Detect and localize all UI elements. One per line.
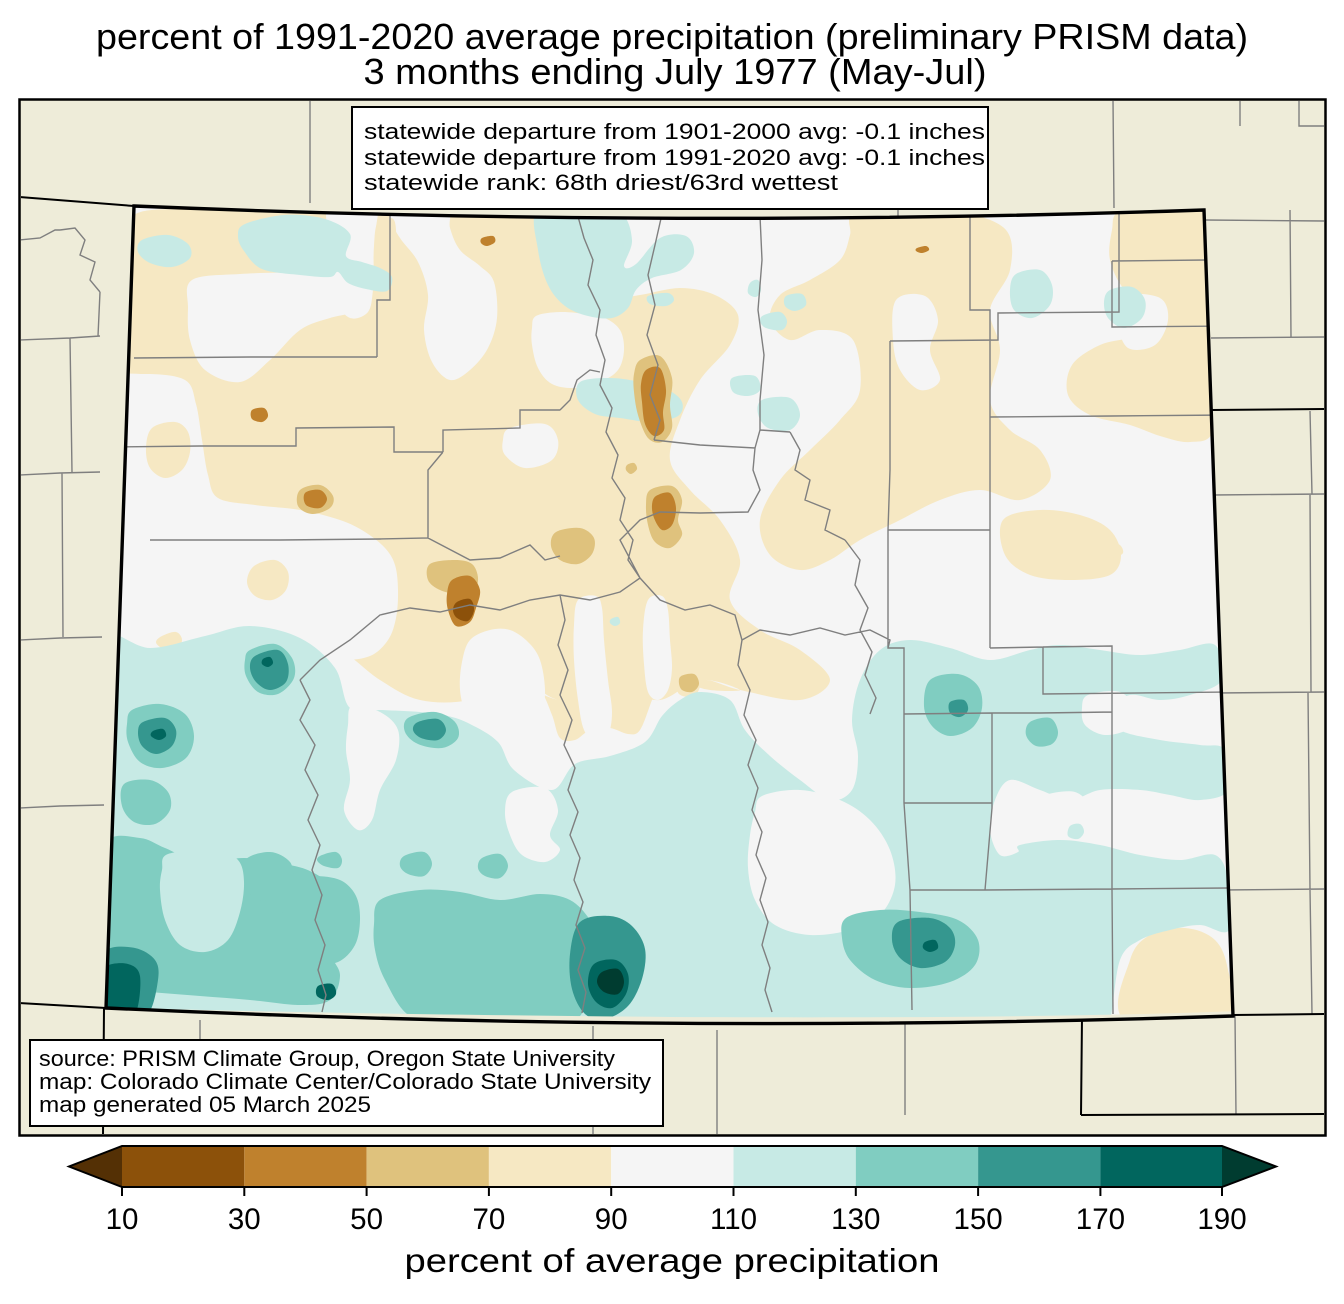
svg-text:percent of 1991-2020 average p: percent of 1991-2020 average precipitati… — [96, 16, 1248, 57]
svg-text:190: 190 — [1197, 1203, 1246, 1236]
svg-text:170: 170 — [1076, 1203, 1125, 1236]
svg-text:3 months ending July 1977 (May: 3 months ending July 1977 (May-Jul) — [364, 51, 987, 92]
svg-text:source: PRISM Climate Group, O: source: PRISM Climate Group, Oregon Stat… — [39, 1046, 615, 1071]
svg-text:30: 30 — [228, 1203, 261, 1236]
svg-text:map: Colorado Climate Center/C: map: Colorado Climate Center/Colorado St… — [39, 1069, 651, 1094]
svg-text:statewide rank: 68th driest/63: statewide rank: 68th driest/63rd wettest — [364, 170, 838, 195]
svg-text:70: 70 — [472, 1203, 505, 1236]
svg-text:map generated 05 March 2025: map generated 05 March 2025 — [39, 1092, 371, 1117]
svg-text:90: 90 — [595, 1203, 628, 1236]
svg-text:percent of average precipitati: percent of average precipitation — [405, 1242, 940, 1279]
svg-text:10: 10 — [106, 1203, 139, 1236]
svg-text:110: 110 — [710, 1203, 757, 1236]
svg-text:statewide departure from 1901-: statewide departure from 1901-2000 avg: … — [364, 119, 985, 144]
svg-text:130: 130 — [831, 1203, 880, 1236]
svg-text:statewide departure from 1991-: statewide departure from 1991-2020 avg: … — [364, 145, 985, 170]
svg-text:50: 50 — [350, 1203, 383, 1236]
svg-text:150: 150 — [953, 1203, 1002, 1236]
